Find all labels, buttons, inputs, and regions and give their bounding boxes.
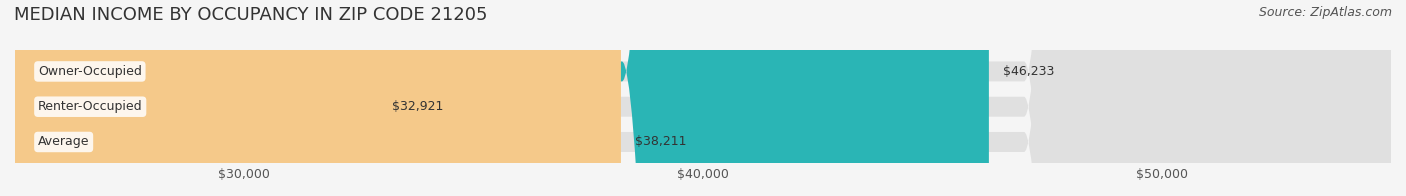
- FancyBboxPatch shape: [15, 0, 1391, 196]
- FancyBboxPatch shape: [15, 0, 988, 196]
- FancyBboxPatch shape: [15, 0, 1391, 196]
- Text: Source: ZipAtlas.com: Source: ZipAtlas.com: [1258, 6, 1392, 19]
- Text: Renter-Occupied: Renter-Occupied: [38, 100, 142, 113]
- Text: $46,233: $46,233: [1002, 65, 1054, 78]
- FancyBboxPatch shape: [11, 0, 382, 196]
- Text: Owner-Occupied: Owner-Occupied: [38, 65, 142, 78]
- Text: MEDIAN INCOME BY OCCUPANCY IN ZIP CODE 21205: MEDIAN INCOME BY OCCUPANCY IN ZIP CODE 2…: [14, 6, 488, 24]
- FancyBboxPatch shape: [15, 0, 1391, 196]
- FancyBboxPatch shape: [15, 0, 621, 196]
- Text: Average: Average: [38, 135, 90, 149]
- Text: $38,211: $38,211: [634, 135, 686, 149]
- Text: $32,921: $32,921: [392, 100, 443, 113]
